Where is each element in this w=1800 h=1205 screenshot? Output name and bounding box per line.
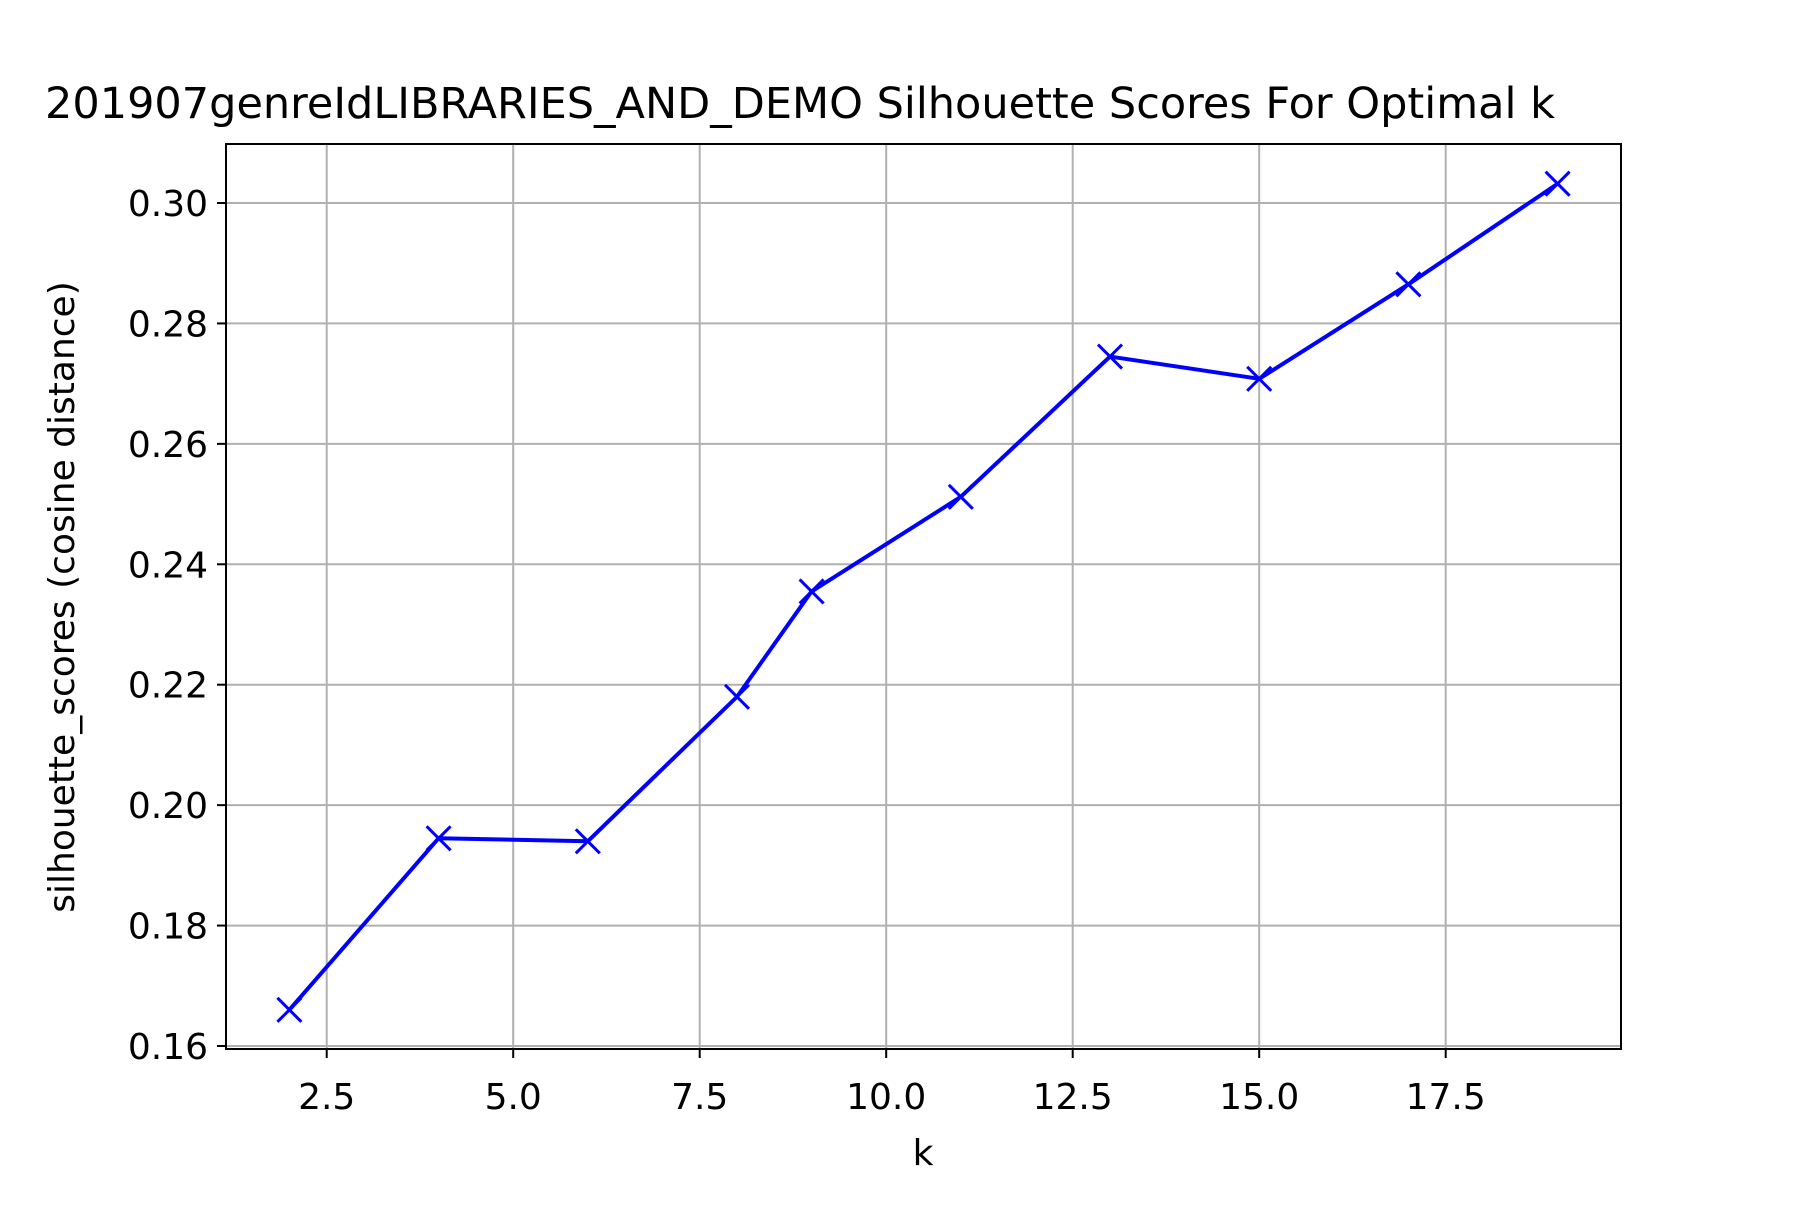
x-marker-icon bbox=[723, 683, 751, 710]
data-point-marker bbox=[425, 825, 452, 852]
data-point-marker bbox=[276, 996, 303, 1023]
data-point-marker bbox=[1096, 343, 1124, 370]
y-tick-label: 0.30 bbox=[128, 184, 208, 225]
x-marker-icon bbox=[1395, 271, 1422, 298]
grid-lines bbox=[226, 144, 1621, 1049]
x-tick-label: 2.5 bbox=[298, 1077, 355, 1118]
y-tick-label: 0.16 bbox=[128, 1027, 208, 1068]
x-marker-icon bbox=[798, 578, 825, 605]
y-axis-label: silhouette_scores (cosine distance) bbox=[42, 281, 83, 913]
x-tick-label: 10.0 bbox=[846, 1077, 926, 1118]
data-point-marker bbox=[1544, 170, 1571, 197]
series-line bbox=[287, 182, 1559, 1012]
y-tick-label: 0.22 bbox=[128, 666, 208, 707]
x-marker-icon bbox=[1246, 365, 1273, 392]
y-tick-label: 0.20 bbox=[128, 786, 208, 827]
y-tick-label: 0.18 bbox=[128, 907, 208, 948]
x-axis-label: k bbox=[913, 1133, 934, 1174]
y-tick-label: 0.24 bbox=[128, 545, 208, 586]
x-tick-label: 7.5 bbox=[671, 1077, 728, 1118]
data-point-marker bbox=[798, 578, 825, 605]
data-point-marker bbox=[947, 483, 974, 510]
x-marker-icon bbox=[947, 483, 974, 510]
x-tick-label: 15.0 bbox=[1219, 1077, 1299, 1118]
chart-title: 201907genreIdLIBRARIES_AND_DEMO Silhouet… bbox=[45, 79, 1555, 129]
data-point-marker bbox=[1246, 365, 1273, 392]
x-marker-icon bbox=[574, 828, 601, 855]
series-group bbox=[276, 170, 1571, 1023]
x-marker-icon bbox=[1096, 343, 1124, 370]
x-marker-icon bbox=[276, 996, 303, 1023]
y-tick-label: 0.28 bbox=[128, 304, 208, 345]
y-tick-label: 0.26 bbox=[128, 425, 208, 466]
x-tick-label: 17.5 bbox=[1406, 1077, 1486, 1118]
x-tick-label: 5.0 bbox=[485, 1077, 542, 1118]
x-marker-icon bbox=[425, 825, 452, 852]
data-point-marker bbox=[574, 828, 601, 855]
axis-ticks: 2.5 5.0 7.5 10.0 12.5 15.0 17.5 0.16 0.18 0.20 0.2… bbox=[128, 184, 1486, 1118]
x-marker-icon bbox=[1544, 170, 1571, 197]
plot-area-frame bbox=[225, 143, 1622, 1050]
x-tick-label: 12.5 bbox=[1033, 1077, 1113, 1118]
data-point-marker bbox=[723, 683, 751, 710]
data-point-marker bbox=[1395, 271, 1422, 298]
